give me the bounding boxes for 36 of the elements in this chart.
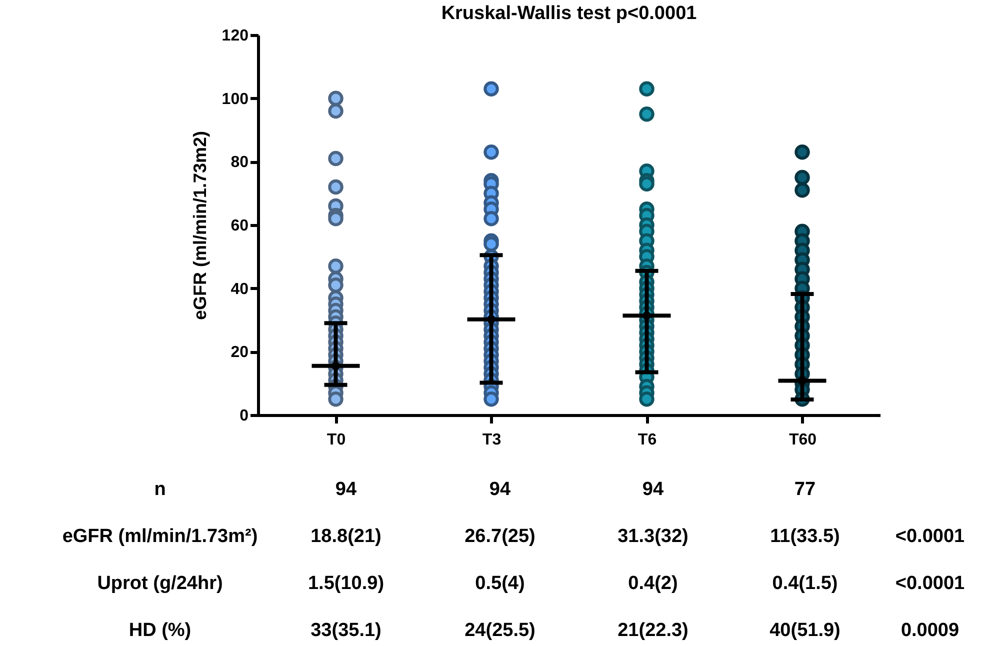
y-tick-label: 120 — [222, 28, 249, 44]
y-tick-label: 60 — [230, 218, 249, 234]
text: Uprot (g/24hr) — [97, 573, 223, 595]
y-tick-label: 0 — [240, 408, 249, 424]
text: 0.5(4) — [475, 573, 525, 595]
y-tick-label: 80 — [230, 154, 249, 172]
y-tick-label: 40 — [230, 280, 249, 298]
text: n — [154, 479, 166, 501]
text: 77 — [794, 479, 816, 501]
y-tick-label: 100 — [222, 90, 249, 108]
text: 24(25.5) — [464, 620, 536, 642]
x-tick-label: T6 — [638, 432, 657, 448]
text: <0.0001 — [895, 526, 965, 548]
x-tick-label: T0 — [326, 432, 346, 448]
text: 94 — [335, 479, 357, 501]
text: 1.5(10.9) — [308, 573, 384, 595]
text: 0.4(1.5) — [772, 573, 838, 595]
text: <0.0001 — [895, 573, 965, 595]
y-axis-title: eGFR (ml/min/1.73m2) — [190, 130, 210, 320]
text: 33(35.1) — [310, 620, 382, 642]
text: 0.0009 — [900, 620, 960, 642]
y-tick-label: 20 — [230, 344, 249, 362]
chart-title: Kruskal-Wallis test p<0.0001 — [441, 3, 698, 24]
text: 94 — [642, 479, 664, 501]
text: 0.4(2) — [628, 573, 678, 595]
text: 26.7(25) — [464, 526, 536, 548]
x-tick-label: T60 — [788, 432, 817, 448]
text: 40(51.9) — [770, 620, 840, 642]
text: 31.3(32) — [618, 526, 688, 548]
text: eGFR (ml/min/1.73m²) — [62, 526, 258, 548]
text: 21(22.3) — [618, 620, 688, 642]
text: 18.8(21) — [310, 526, 382, 548]
text: HD (%) — [128, 620, 192, 642]
text: 11(33.5) — [770, 526, 840, 548]
text: 94 — [489, 479, 511, 501]
x-tick-label: T3 — [482, 432, 502, 448]
